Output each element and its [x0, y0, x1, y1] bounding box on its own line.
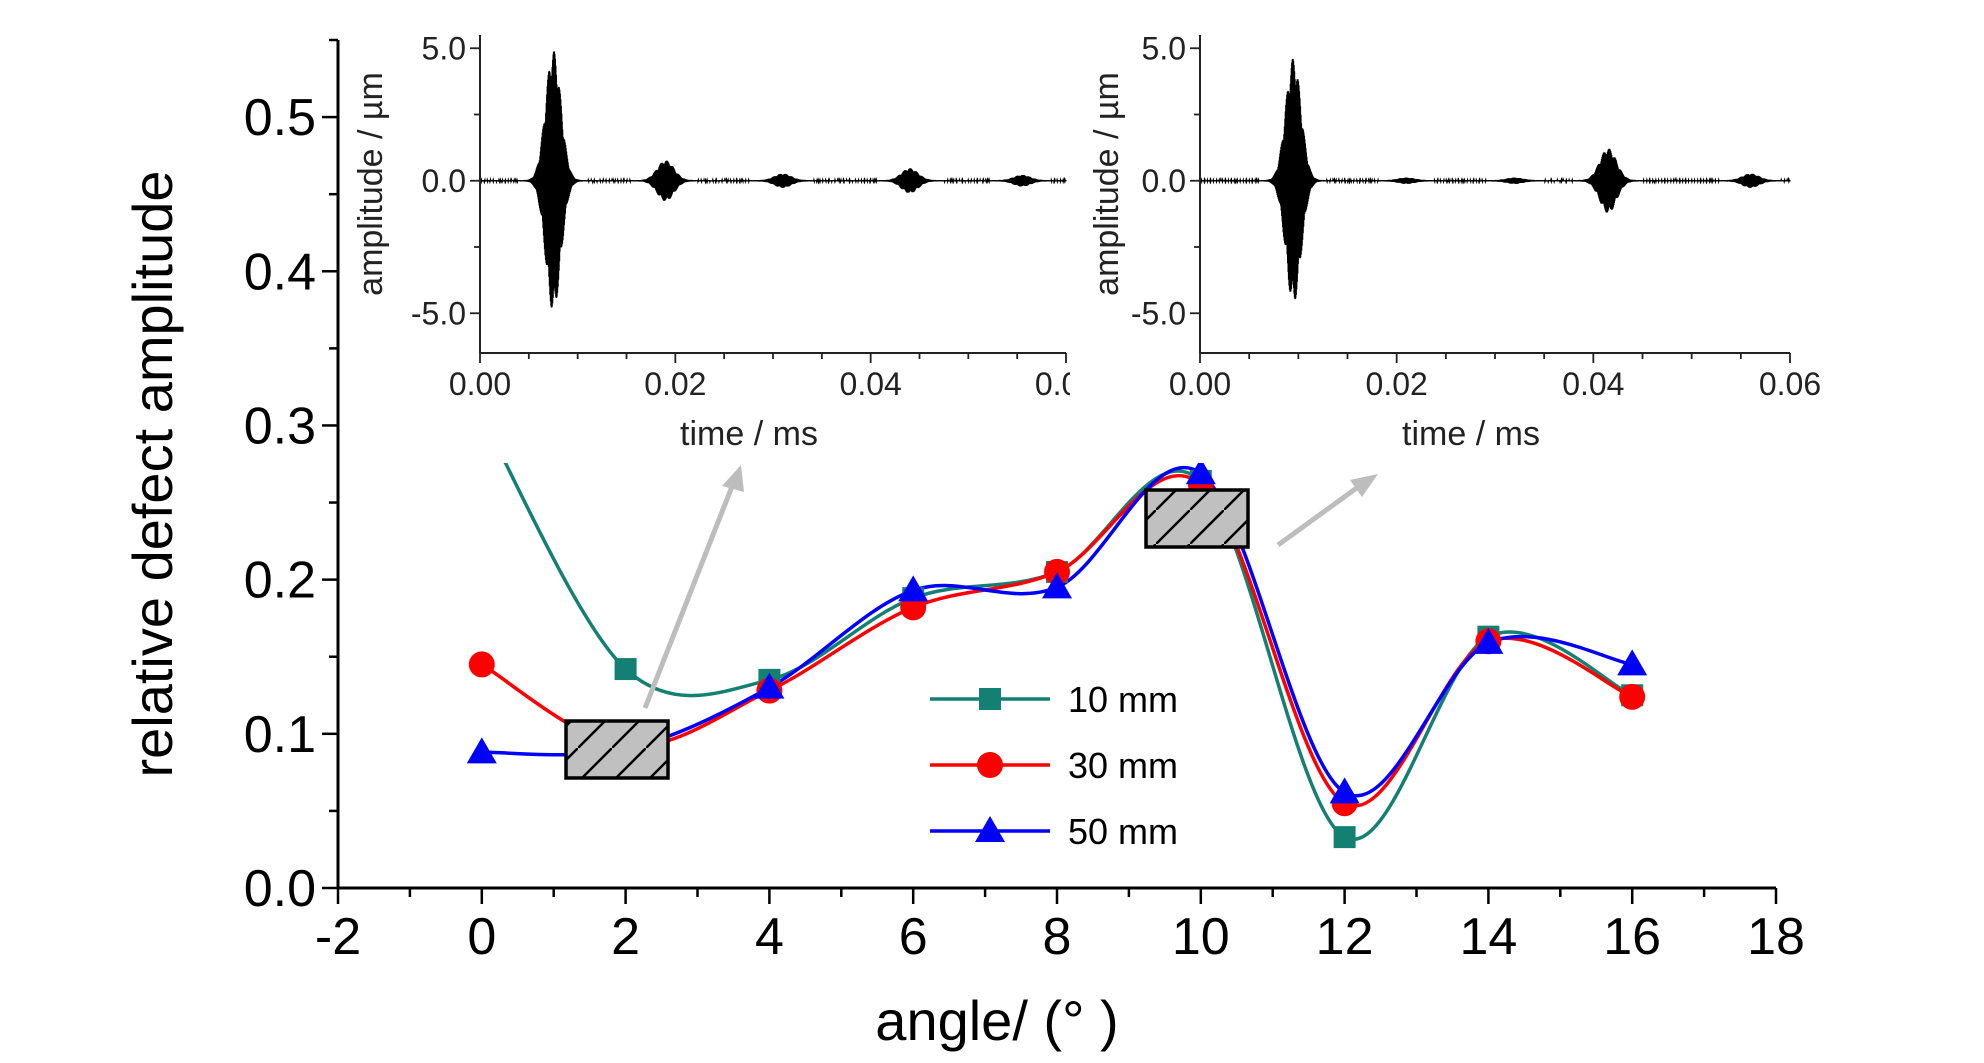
- y-tick-label: 0.1: [244, 706, 316, 764]
- legend-marker-circle: [977, 752, 1003, 778]
- inset-y-tick-label: -5.0: [411, 295, 466, 331]
- data-point-circle: [1044, 558, 1070, 585]
- inset-x-tick-label: 0.02: [1366, 366, 1428, 402]
- x-tick-label: 2: [611, 908, 640, 966]
- x-tick-label: 14: [1459, 908, 1517, 966]
- signal-trace: [479, 51, 1067, 308]
- annotations: [564, 465, 1378, 780]
- inset-y-axis-title: amplitude / µm: [352, 72, 390, 296]
- x-tick-label: 10: [1172, 908, 1230, 966]
- inset-x-tick-label: 0.00: [449, 366, 511, 402]
- legend-label: 30 mm: [1068, 745, 1178, 786]
- data-point-triangle: [466, 737, 497, 764]
- legend-label: 50 mm: [1068, 811, 1178, 852]
- data-point-square: [1333, 826, 1356, 849]
- data-point-square: [614, 658, 637, 681]
- x-tick-label: 6: [899, 908, 928, 966]
- inset-x-tick-label: 0.02: [644, 366, 706, 402]
- inset-x-tick-label: 0.04: [840, 366, 902, 402]
- y-tick-label: 0.4: [244, 243, 316, 301]
- data-point-triangle: [1329, 777, 1360, 804]
- data-point-triangle: [1185, 458, 1216, 485]
- inset-x-axis-title: time / ms: [1402, 415, 1540, 453]
- inset-y-tick-label: 0.0: [422, 163, 466, 199]
- y-tick-label: 0.3: [244, 397, 316, 455]
- y-axis-title: relative defect amplitude: [121, 170, 184, 777]
- x-tick-label: 16: [1603, 908, 1661, 966]
- inset-x-tick-label: 0.00: [1169, 366, 1231, 402]
- inset-y-tick-label: 5.0: [422, 30, 466, 66]
- inset-y-tick-label: 5.0: [1142, 30, 1186, 66]
- inset-plot-right: 0.00 0.02 0.04 0.06 5.0 0.0 -5.0 time / ms ampli…: [1070, 25, 1850, 463]
- data-point-triangle: [1042, 572, 1072, 599]
- legend-label: 10 mm: [1068, 679, 1178, 720]
- pointer-arrow-head: [722, 465, 744, 492]
- hatched-defect-block: [564, 719, 670, 780]
- series-line-2: [481, 465, 1633, 798]
- pointer-arrow-head: [1350, 474, 1378, 497]
- legend-marker-square: [979, 688, 1001, 710]
- signal-trace: [1199, 58, 1791, 300]
- data-point-circle: [468, 651, 495, 678]
- data-point-triangle: [1473, 627, 1504, 654]
- x-tick-label: 18: [1747, 908, 1805, 966]
- x-tick-label: 4: [755, 908, 784, 966]
- x-tick-label: -2: [315, 908, 361, 966]
- inset-x-tick-label: 0.04: [1562, 366, 1624, 402]
- data-point-circle: [1619, 683, 1646, 710]
- x-tick-label: 0: [467, 908, 496, 966]
- legend-marker-triangle: [975, 816, 1005, 842]
- x-tick-label: 8: [1043, 908, 1072, 966]
- inset-x-axis-title: time / ms: [680, 415, 818, 453]
- pointer-arrow-line: [1276, 484, 1360, 548]
- inset-y-tick-label: 0.0: [1142, 163, 1186, 199]
- data-point-triangle: [898, 575, 929, 602]
- inset-x-tick-label: 0.06: [1759, 366, 1821, 402]
- pointer-arrow-line: [642, 483, 736, 709]
- inset-y-tick-label: -5.0: [1131, 295, 1186, 331]
- main-plot: -2 0 2 4 6 8 10 12 14 16 18 0.0 0.1 0.2 0.3 0.4 0.5 angle…: [121, 38, 1805, 1052]
- y-tick-label: 0.5: [244, 89, 316, 147]
- data-point-triangle: [1617, 649, 1648, 676]
- y-tick-label: 0.2: [244, 552, 316, 610]
- inset-y-axis-title: amplitude / µm: [1088, 72, 1126, 296]
- y-tick-label: 0.0: [244, 860, 316, 918]
- x-axis-title: angle/ (° ): [875, 989, 1118, 1052]
- x-tick-label: 12: [1316, 908, 1374, 966]
- data-point-triangle: [754, 672, 785, 699]
- hatched-defect-block: [1144, 488, 1250, 549]
